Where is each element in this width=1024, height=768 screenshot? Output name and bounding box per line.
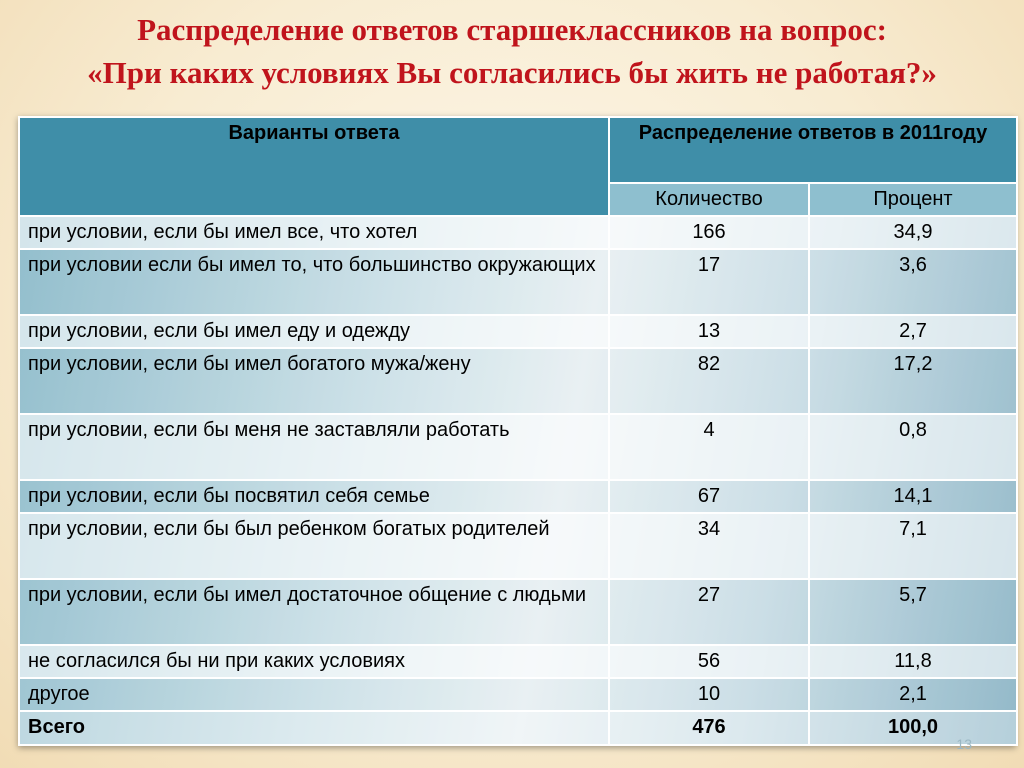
- table-row: не согласился бы ни при каких условиях 5…: [18, 644, 1019, 679]
- row-count: 34: [608, 512, 810, 580]
- row-percent: 17,2: [807, 347, 1019, 415]
- slide-title-line-2: «При каких условиях Вы согласились бы жи…: [87, 55, 937, 90]
- row-label: при условии, если бы имел все, что хотел: [18, 215, 610, 250]
- row-count: 10: [608, 677, 810, 712]
- table-row: при условии, если бы был ребенком богаты…: [18, 512, 1019, 580]
- total-percent: 100,0: [807, 710, 1019, 746]
- row-count: 4: [608, 413, 810, 481]
- row-percent: 7,1: [807, 512, 1019, 580]
- table-row: при условии, если бы меня не заставляли …: [18, 413, 1019, 481]
- table-row: при условии, если бы имел достаточное об…: [18, 578, 1019, 646]
- row-percent: 2,1: [807, 677, 1019, 712]
- row-label: при условии, если бы меня не заставляли …: [18, 413, 610, 481]
- table-row: при условии, если бы посвятил себя семье…: [18, 479, 1019, 514]
- table-row: при условии если бы имел то, что большин…: [18, 248, 1019, 316]
- row-count: 82: [608, 347, 810, 415]
- row-count: 67: [608, 479, 810, 514]
- row-percent: 2,7: [807, 314, 1019, 349]
- table-row: при условии, если бы имел богатого мужа/…: [18, 347, 1019, 415]
- row-label: не согласился бы ни при каких условиях: [18, 644, 610, 679]
- table-row: при условии, если бы имел все, что хотел…: [18, 215, 1019, 250]
- row-percent: 3,6: [807, 248, 1019, 316]
- row-count: 27: [608, 578, 810, 646]
- row-label: при условии, если бы был ребенком богаты…: [18, 512, 610, 580]
- survey-table-container: Варианты ответа Распределение ответов в …: [18, 116, 1019, 746]
- row-count: 17: [608, 248, 810, 316]
- page-number: 13: [956, 736, 972, 752]
- slide-title: Распределение ответов старшеклассников н…: [0, 8, 1024, 94]
- total-count: 476: [608, 710, 810, 746]
- row-count: 56: [608, 644, 810, 679]
- row-label: при условии если бы имел то, что большин…: [18, 248, 610, 316]
- header-percent: Процент: [807, 182, 1019, 217]
- row-percent: 34,9: [807, 215, 1019, 250]
- row-count: 13: [608, 314, 810, 349]
- row-label: при условии, если бы имел богатого мужа/…: [18, 347, 610, 415]
- row-percent: 5,7: [807, 578, 1019, 646]
- table-total-row: Всего 476 100,0: [18, 710, 1019, 746]
- row-percent: 0,8: [807, 413, 1019, 481]
- row-percent: 14,1: [807, 479, 1019, 514]
- survey-table: Варианты ответа Распределение ответов в …: [18, 116, 1019, 746]
- row-label: другое: [18, 677, 610, 712]
- row-label: при условии, если бы имел еду и одежду: [18, 314, 610, 349]
- table-row: другое 10 2,1: [18, 677, 1019, 712]
- row-label: при условии, если бы посвятил себя семье: [18, 479, 610, 514]
- header-count: Количество: [608, 182, 810, 217]
- row-count: 166: [608, 215, 810, 250]
- header-variants: Варианты ответа: [18, 116, 610, 217]
- table-row: при условии, если бы имел еду и одежду 1…: [18, 314, 1019, 349]
- total-label: Всего: [18, 710, 610, 746]
- header-distribution: Распределение ответов в 2011году: [607, 116, 1019, 184]
- slide-title-line-1: Распределение ответов старшеклассников н…: [137, 12, 887, 47]
- row-label: при условии, если бы имел достаточное об…: [18, 578, 610, 646]
- row-percent: 11,8: [807, 644, 1019, 679]
